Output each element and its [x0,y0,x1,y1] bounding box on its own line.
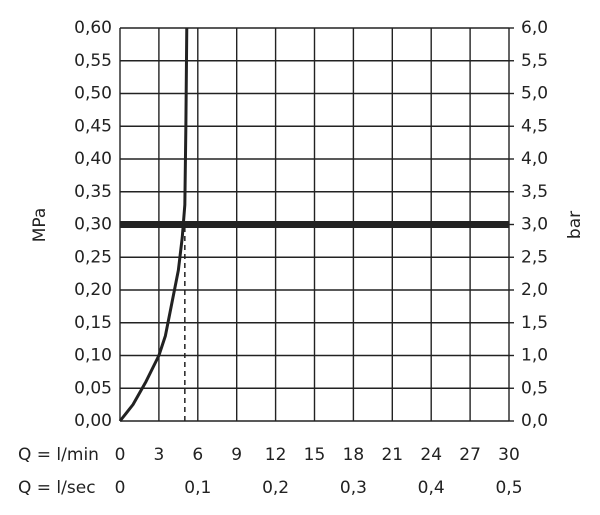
x2-tick-label: 0,5 [495,478,522,498]
x-tick-label: 27 [459,445,481,465]
x2-tick-label: 0,4 [418,478,445,498]
y-axis-label: MPa [30,208,50,243]
y2-tick-label: 1,0 [521,346,548,366]
y-tick-label: 0,25 [74,247,112,267]
y2-tick-label: 5,5 [521,51,548,71]
y2-tick-label: 0,5 [521,378,548,398]
y-tick-label: 0,35 [74,182,112,202]
x2-tick-label: 0,3 [340,478,367,498]
y-tick-label: 0,00 [74,411,112,431]
y-tick-label: 0,40 [74,149,112,169]
y2-tick-label: 3,5 [521,182,548,202]
y2-tick-label: 1,5 [521,313,548,333]
x2-tick-label: 0,2 [262,478,289,498]
x-tick-label: 24 [420,445,442,465]
y2-tick-label: 2,5 [521,247,548,267]
y-tick-label: 0,60 [74,18,112,38]
y2-tick-label: 5,0 [521,84,548,104]
x-axis-label: Q = l/min [18,445,99,465]
x-tick-label: 9 [231,445,242,465]
y2-tick-label: 0,0 [521,411,548,431]
x-tick-label: 30 [498,445,520,465]
x-tick-label: 6 [192,445,203,465]
y-tick-label: 0,45 [74,116,112,136]
y2-tick-label: 4,5 [521,116,548,136]
x-tick-label: 18 [343,445,365,465]
y-tick-label: 0,30 [74,215,112,235]
y-tick-label: 0,50 [74,84,112,104]
x-tick-label: 12 [265,445,287,465]
y-tick-label: 0,05 [74,378,112,398]
y2-tick-label: 4,0 [521,149,548,169]
y2-axis-label: bar [565,211,585,239]
x2-axis-label: Q = l/sec [18,478,96,498]
y-tick-label: 0,10 [74,346,112,366]
y2-tick-label: 6,0 [521,18,548,38]
y2-tick-label: 3,0 [521,215,548,235]
x2-tick-label: 0,1 [184,478,211,498]
y2-tick-label: 2,0 [521,280,548,300]
y-tick-label: 0,15 [74,313,112,333]
x-tick-label: 15 [304,445,326,465]
x-tick-label: 21 [381,445,403,465]
x-tick-label: 3 [153,445,164,465]
y-tick-label: 0,55 [74,51,112,71]
x-tick-label: 0 [115,445,126,465]
curve [118,27,189,422]
x2-tick-label: 0 [115,478,126,498]
y-tick-label: 0,20 [74,280,112,300]
